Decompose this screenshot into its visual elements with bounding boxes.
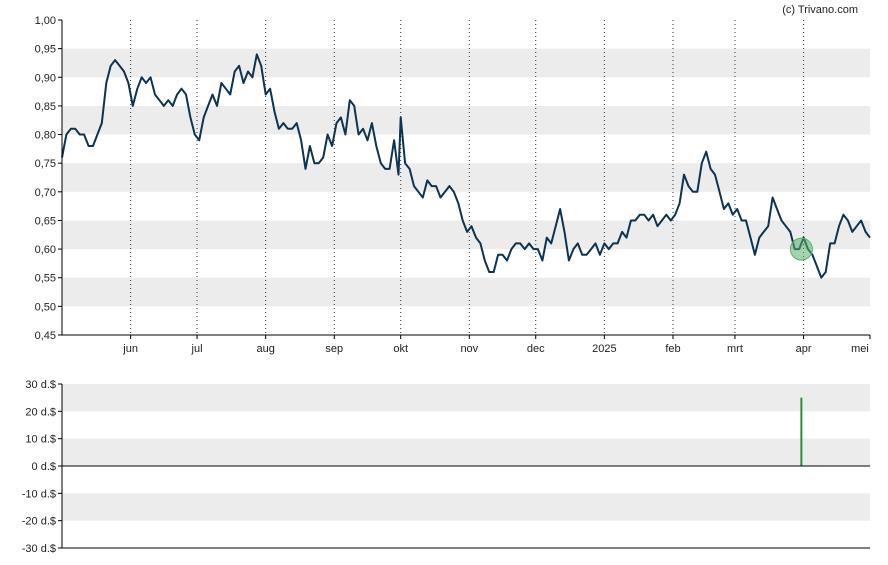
price-marker	[789, 237, 813, 261]
volume-y-tick-label: 10 d.$	[25, 434, 56, 446]
volume-y-tick-label: -20 d.$	[22, 516, 56, 528]
price-x-tick-label: feb	[665, 343, 680, 355]
volume-grid-band	[62, 384, 870, 412]
price-grid-band	[62, 277, 870, 307]
price-x-tick-label: aug	[256, 343, 274, 355]
price-x-tick-label: nov	[460, 343, 478, 355]
volume-bar	[800, 397, 803, 466]
price-y-tick-label: 0,45	[35, 330, 56, 342]
price-y-tick-label: 0,65	[35, 215, 56, 227]
price-x-tick-label: dec	[527, 343, 545, 355]
price-x-tick-label: okt	[393, 343, 408, 355]
price-x-tick-label: mei	[851, 343, 869, 355]
volume-grid-band	[62, 438, 870, 466]
price-grid-bands	[62, 48, 870, 307]
price-y-tick-label: 1,00	[35, 15, 56, 27]
price-grid-band	[62, 163, 870, 192]
volume-y-tick-labels: 30 d.$ 20 d.$ 10 d.$ 0 d.$ -10 d.$ -20 d.$ -30…	[22, 379, 62, 555]
price-x-tick-label: jul	[191, 343, 203, 355]
volume-y-tick-label: -30 d.$	[22, 543, 56, 555]
price-x-tick-label: mrt	[727, 343, 743, 355]
price-x-tick-label: sep	[325, 343, 343, 355]
volume-y-tick-label: -10 d.$	[22, 488, 56, 500]
price-y-tick-label: 0,85	[35, 101, 56, 113]
price-series	[61, 53, 871, 279]
volume-y-tick-label: 30 d.$	[25, 379, 56, 391]
price-y-tick-label: 0,75	[35, 158, 56, 170]
price-month-gridlines	[130, 20, 805, 335]
price-x-tick-labels: jun jul aug sep okt nov dec 2025 feb mrt apr mei	[122, 335, 871, 355]
price-grid-band	[62, 105, 870, 135]
price-y-tick-label: 0,60	[35, 244, 56, 256]
price-y-tick-label: 0,80	[35, 130, 56, 142]
price-x-tick-label: 2025	[592, 343, 616, 355]
price-y-tick-label: 0,70	[35, 187, 56, 199]
price-y-tick-label: 0,90	[35, 72, 56, 84]
volume-y-tick-label: 20 d.$	[25, 406, 56, 418]
volume-bars	[800, 397, 803, 466]
volume-y-tick-label: 0 d.$	[32, 461, 56, 473]
price-y-tick-label: 0,95	[35, 44, 56, 56]
volume-grid-band	[62, 493, 870, 521]
price-grid-band	[62, 48, 870, 78]
credit-text: (c) Trivano.com	[782, 4, 858, 16]
price-markers	[789, 237, 813, 261]
price-x-tick-label: jun	[122, 343, 138, 355]
price-y-tick-labels: 1,00 0,95 0,90 0,85 0,80 0,75 0,70 0,65 0,60 0,55…	[35, 15, 62, 342]
price-y-tick-label: 0,50	[35, 301, 56, 313]
price-x-tick-label: apr	[796, 343, 812, 355]
price-y-tick-label: 0,55	[35, 273, 56, 285]
price-line	[61, 53, 871, 279]
volume-grid-bands	[62, 384, 870, 521]
